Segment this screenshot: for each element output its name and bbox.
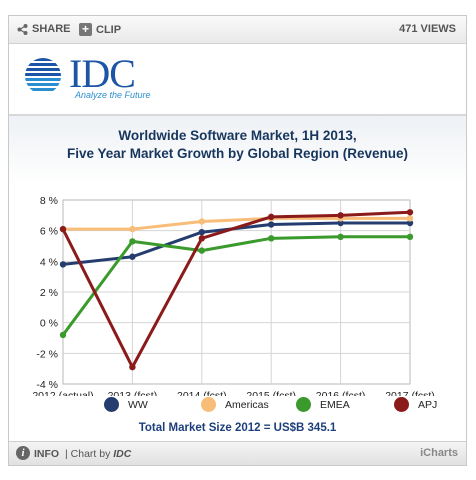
x-tick-label: 2016 (fcst) xyxy=(316,390,366,396)
y-tick-label: 2 % xyxy=(40,287,58,299)
logo-tagline: Analyze the Future xyxy=(75,90,151,100)
data-point-americas xyxy=(198,218,205,225)
legend-swatch xyxy=(201,397,216,412)
legend-swatch xyxy=(296,397,311,412)
data-point-apj xyxy=(198,235,205,242)
y-tick-label: -4 % xyxy=(36,379,58,391)
data-point-ww xyxy=(59,261,67,268)
y-tick-label: 6 % xyxy=(40,226,58,238)
data-point-ww xyxy=(198,229,205,236)
x-tick-label: 2017 (fcst) xyxy=(385,390,435,396)
clip-button[interactable]: + CLIP xyxy=(79,23,121,36)
data-point-emea xyxy=(198,247,205,254)
legend-label: Americas xyxy=(225,398,269,411)
y-tick-label: 8 % xyxy=(40,195,58,207)
info-button[interactable]: INFO xyxy=(34,448,60,460)
share-button[interactable]: SHARE xyxy=(17,23,71,35)
info-icon[interactable]: i xyxy=(16,446,30,460)
line-chart: 8 % 6 % 4 % 2 % 0 % -2 % -4 %2012 (actual) 2013… xyxy=(32,195,435,396)
data-point-emea xyxy=(129,238,136,245)
data-point-ww xyxy=(406,219,414,227)
data-point-ww xyxy=(337,219,344,227)
data-point-apj xyxy=(59,225,67,233)
data-point-apj xyxy=(129,363,136,371)
legend-label: APJ xyxy=(418,398,438,411)
chart-by-brand[interactable]: IDC xyxy=(113,448,132,460)
data-point-apj xyxy=(406,209,414,216)
total-market-annotation: Total Market Size 2012 = US$B 345.1 xyxy=(138,422,337,434)
legend-item[interactable]: Americas xyxy=(201,397,269,412)
x-tick-label: 2012 (actual) xyxy=(32,390,93,396)
share-label: SHARE xyxy=(32,23,71,35)
globe-icon xyxy=(25,58,61,91)
chart-area: Worldwide Software Market, 1H 2013, Five… xyxy=(9,116,466,434)
icharts-link[interactable]: iCharts xyxy=(420,447,458,459)
x-tick-label: 2015 (fcst) xyxy=(246,390,296,396)
x-tick-label: 2013 (fcst) xyxy=(108,390,158,396)
data-point-apj xyxy=(337,212,344,219)
data-point-emea xyxy=(406,233,414,240)
data-point-emea xyxy=(59,331,67,339)
data-point-americas xyxy=(406,215,414,222)
y-tick-label: -2 % xyxy=(36,348,58,360)
chart-by-credit: | Chart by IDC xyxy=(65,448,131,460)
data-point-emea xyxy=(268,235,275,242)
series-line-emea xyxy=(61,235,410,336)
idc-logo: IDC Analyze the Future xyxy=(21,51,191,106)
data-point-ww xyxy=(129,253,136,260)
data-point-apj xyxy=(268,213,275,221)
legend-item[interactable]: WW xyxy=(104,397,148,412)
legend-item[interactable]: EMEA xyxy=(296,397,350,412)
chart-footer: i INFO | Chart by IDC iCharts xyxy=(9,441,466,465)
series-line-apj xyxy=(61,210,411,369)
legend-label: WW xyxy=(128,398,148,411)
legend-item[interactable]: APJ xyxy=(394,397,437,412)
logo-wordmark: IDC xyxy=(69,51,136,96)
legend-label: EMEA xyxy=(320,398,350,411)
data-point-emea xyxy=(337,233,344,240)
chart-title: Worldwide Software Market, 1H 2013, xyxy=(118,128,357,143)
y-tick-label: 0 % xyxy=(40,318,58,330)
legend-swatch xyxy=(394,397,409,412)
data-point-americas xyxy=(129,225,136,233)
y-tick-label: 4 % xyxy=(40,256,58,268)
data-point-ww xyxy=(268,221,275,228)
chart-header: IDC Analyze the Future xyxy=(9,44,466,116)
x-tick-label: 2014 (fcst) xyxy=(177,390,227,396)
toolbar: SHARE + CLIP 471 VIEWS xyxy=(9,16,466,44)
views-count: 471 VIEWS xyxy=(399,23,456,35)
chart-subtitle: Five Year Market Growth by Global Region… xyxy=(66,146,409,161)
clip-label: CLIP xyxy=(96,23,122,36)
chart-widget: SHARE + CLIP 471 VIEWS xyxy=(8,15,467,466)
plus-icon: + xyxy=(79,23,92,36)
series-line-americas xyxy=(63,216,410,231)
chart-by-prefix: | Chart by xyxy=(65,448,111,460)
share-icon xyxy=(17,23,28,35)
legend-swatch xyxy=(104,397,119,412)
chart-legend: WW Americas EMEA APJ xyxy=(9,397,466,415)
